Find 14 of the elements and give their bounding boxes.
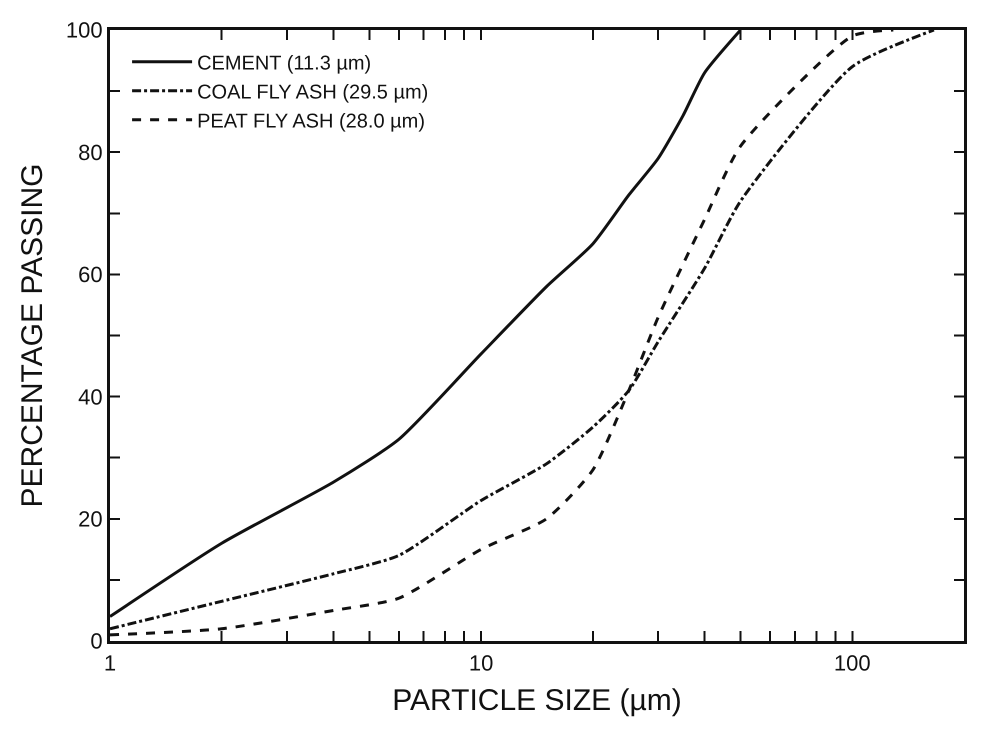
- y-tick-label: 0: [90, 628, 103, 654]
- x-tick-label: 1: [104, 650, 116, 676]
- y-tick-label: 20: [78, 506, 103, 532]
- y-axis-title: PERCENTAGE PASSING: [16, 164, 49, 508]
- legend-label: CEMENT (11.3 µm): [197, 52, 372, 75]
- legend-label: COAL FLY ASH (29.5 µm): [197, 82, 428, 104]
- y-tick-label: 80: [78, 140, 103, 165]
- x-axis-title: PARTICLE SIZE (µm): [392, 684, 682, 717]
- legend-label: PEAT FLY ASH (28.0 µm): [197, 110, 425, 133]
- x-tick-label: 100: [834, 650, 871, 676]
- x-tick-label: 10: [468, 650, 494, 676]
- y-tick-label: 40: [78, 384, 103, 410]
- y-tick-label: 60: [78, 262, 103, 288]
- y-tick-label: 100: [66, 18, 103, 43]
